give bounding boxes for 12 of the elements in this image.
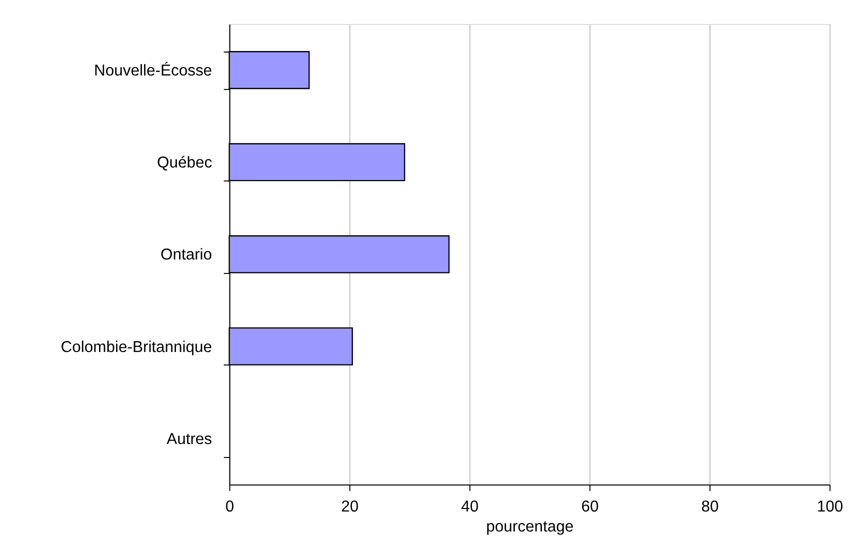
y-tick-label: Autres — [166, 430, 212, 448]
x-tick-label: 20 — [341, 498, 359, 516]
x-tick-label: 60 — [581, 498, 599, 516]
x-tick-label: 0 — [225, 498, 234, 516]
x-tick-label: 40 — [461, 498, 479, 516]
y-tick-label: Colombie-Britannique — [60, 338, 212, 356]
y-tick-label: Ontario — [160, 246, 212, 264]
y-tick-label: Québec — [156, 154, 212, 172]
x-axis-title: pourcentage — [486, 518, 574, 536]
x-tick-label: 80 — [701, 498, 719, 516]
y-tick-label: Nouvelle-Écosse — [94, 61, 212, 80]
x-tick-label: 100 — [816, 498, 844, 516]
